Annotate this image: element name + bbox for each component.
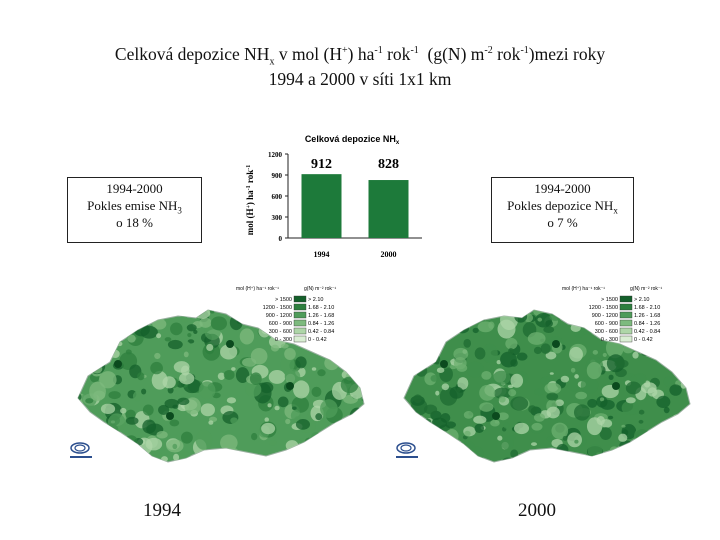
emission-decrease-box: 1994-2000 Pokles emise NH3 o 18 % — [67, 177, 202, 243]
legend-swatch — [619, 311, 633, 319]
legend-mol-label: > 1500 — [275, 297, 292, 303]
legend-mol-label: 900 - 1200 — [266, 313, 292, 319]
legend-swatch — [293, 311, 307, 319]
chart-data-label: 912 — [311, 157, 332, 172]
legend-gn-label: > 2.10 — [634, 297, 649, 303]
box-percent: o 18 % — [116, 215, 153, 230]
legend-mol-label: 0 - 300 — [601, 337, 618, 343]
chart-category-label: 2000 — [381, 250, 397, 259]
legend-swatch — [619, 319, 633, 327]
legend-header-gn: g(N) m⁻² rok⁻¹ — [630, 286, 663, 292]
legend-gn-label: 1.26 - 1.68 — [308, 313, 334, 319]
legend-header-mol: mol (H⁺) ha⁻¹ rok⁻¹ — [236, 286, 279, 292]
legend-mol-label: 0 - 300 — [275, 337, 292, 343]
box-period: 1994-2000 — [106, 181, 163, 196]
chart-y-tick-label: 600 — [272, 193, 283, 201]
chart-bar-1994 — [301, 174, 342, 238]
box-period: 1994-2000 — [534, 181, 591, 196]
box-percent: o 7 % — [547, 215, 578, 230]
legend-swatch — [293, 335, 307, 343]
legend-gn-label: 0.42 - 0.84 — [634, 329, 660, 335]
map-legend: mol (H⁺) ha⁻¹ rok⁻¹ g(N) m⁻² rok⁻¹ > 1500 >… — [236, 286, 337, 343]
legend-gn-label: > 2.10 — [308, 297, 323, 303]
chart-category-label: 1994 — [314, 250, 330, 259]
legend-mol-label: 600 - 900 — [269, 321, 292, 327]
legend-mol-label: 300 - 600 — [595, 329, 618, 335]
map-year-label-1994: 1994 — [143, 500, 181, 521]
legend-gn-label: 0 - 0.42 — [634, 337, 653, 343]
chart-title: Celková depozice NHx — [305, 134, 400, 146]
legend-gn-label: 1.26 - 1.68 — [634, 313, 660, 319]
map-legend: mol (H⁺) ha⁻¹ rok⁻¹ g(N) m⁻² rok⁻¹ > 1500 >… — [562, 286, 663, 343]
legend-mol-label: 600 - 900 — [595, 321, 618, 327]
deposition-map-1994: mol (H⁺) ha⁻¹ rok⁻¹ g(N) m⁻² rok⁻¹ > 1500 >… — [70, 286, 365, 463]
legend-swatch — [619, 295, 633, 303]
legend-mol-label: 1200 - 1500 — [263, 305, 292, 311]
legend-header-mol: mol (H⁺) ha⁻¹ rok⁻¹ — [562, 286, 605, 292]
institute-logo — [396, 442, 418, 458]
deposition-decrease-box: 1994-2000 Pokles depozice NHx o 7 % — [491, 177, 634, 243]
title-line-1: Celková depozice NHx v mol (H+) ha-1 rok… — [114, 44, 606, 68]
chart-bar-2000 — [368, 180, 409, 238]
deposition-map-2000: mol (H⁺) ha⁻¹ rok⁻¹ g(N) m⁻² rok⁻¹ > 1500 >… — [396, 286, 691, 463]
box-description: Pokles emise NH3 — [87, 198, 182, 216]
deposition-bar-chart: Celková depozice NHx mol (H+) ha-1 rok-1… — [245, 134, 422, 259]
legend-mol-label: 300 - 600 — [269, 329, 292, 335]
title-line-2: 1994 a 2000 v síti 1x1 km — [268, 69, 452, 89]
legend-gn-label: 0 - 0.42 — [308, 337, 327, 343]
chart-y-tick-label: 900 — [272, 172, 283, 180]
legend-gn-label: 1.68 - 2.10 — [308, 305, 334, 311]
legend-gn-label: 1.68 - 2.10 — [634, 305, 660, 311]
box-description: Pokles depozice NHx — [507, 198, 618, 216]
legend-mol-label: 900 - 1200 — [592, 313, 618, 319]
legend-mol-label: 1200 - 1500 — [589, 305, 618, 311]
map-year-label-2000: 2000 — [518, 500, 556, 521]
legend-swatch — [293, 295, 307, 303]
legend-swatch — [619, 335, 633, 343]
chart-ylabel: mol (H+) ha-1 rok-1 — [245, 165, 255, 236]
legend-gn-label: 0.84 - 1.26 — [308, 321, 334, 327]
legend-gn-label: 0.42 - 0.84 — [308, 329, 334, 335]
page-title: Celková depozice NHx v mol (H+) ha-1 rok… — [20, 42, 700, 92]
chart-y-tick-label: 300 — [272, 214, 283, 222]
legend-swatch — [293, 303, 307, 311]
legend-gn-label: 0.84 - 1.26 — [634, 321, 660, 327]
institute-logo — [70, 442, 92, 458]
legend-swatch — [293, 319, 307, 327]
chart-data-label: 828 — [378, 157, 399, 172]
chart-y-tick-label: 0 — [279, 235, 283, 243]
legend-swatch — [293, 327, 307, 335]
legend-swatch — [619, 327, 633, 335]
legend-header-gn: g(N) m⁻² rok⁻¹ — [304, 286, 337, 292]
legend-mol-label: > 1500 — [601, 297, 618, 303]
chart-y-tick-label: 1200 — [268, 151, 283, 159]
legend-swatch — [619, 303, 633, 311]
